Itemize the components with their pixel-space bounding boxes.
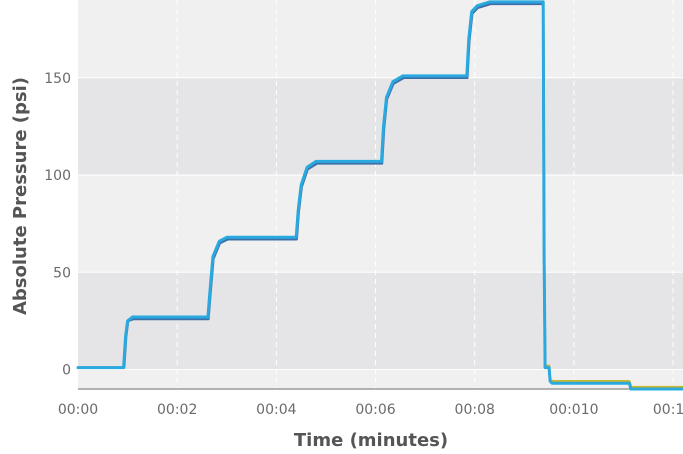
series-layer [76, 0, 683, 391]
plot-band [78, 272, 683, 370]
series-line-3 [76, 0, 683, 391]
plot-background-bands [78, 0, 683, 389]
y-tick-label: 150 [44, 71, 71, 87]
x-axis-title: Time (minutes) [294, 430, 448, 451]
horizontal-gridlines [78, 77, 683, 371]
x-tick-label: 00:12 [653, 402, 683, 418]
x-tick-label: 00:08 [455, 402, 495, 418]
plot-band [78, 175, 683, 273]
x-tick-label: 00:00 [58, 402, 98, 418]
plot-band [78, 369, 683, 389]
vertical-gridlines [176, 0, 674, 389]
plot-band [78, 0, 683, 78]
x-tick-label: 00:02 [157, 402, 197, 418]
y-tick-label: 50 [53, 265, 71, 281]
y-tick-label: 0 [62, 363, 71, 379]
y-tick-label: 100 [44, 168, 71, 184]
y-tick-labels: 0 50 100 150 [44, 71, 71, 379]
x-tick-labels: 00:00 00:02 00:04 00:06 00:08 00:010 00:12 [58, 402, 683, 418]
x-tick-label: 00:010 [549, 402, 598, 418]
x-tick-label: 00:04 [256, 402, 296, 418]
y-axis-title: Absolute Pressure (psi) [10, 77, 31, 315]
x-tick-label: 00:06 [355, 402, 395, 418]
